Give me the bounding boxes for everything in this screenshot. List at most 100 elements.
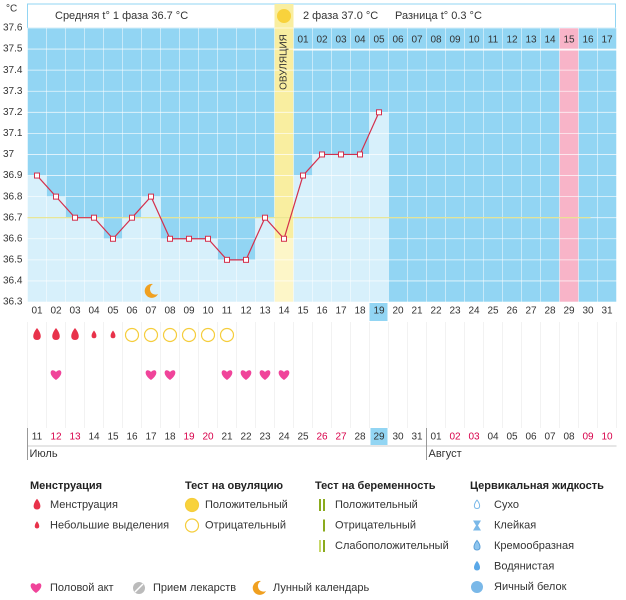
- x-tick-label: 30: [582, 306, 594, 317]
- temperature-fill: [274, 238, 294, 302]
- x-tick-label: 12: [240, 306, 252, 317]
- x-tick-label: 01: [31, 306, 43, 317]
- temperature-point: [376, 109, 382, 116]
- date-label: 08: [563, 432, 575, 443]
- temperature-fill: [350, 154, 370, 302]
- legend-item: Небольшие выделения: [50, 519, 169, 531]
- x-tick-label: 15: [297, 306, 309, 317]
- x-tick-label: 18: [354, 306, 366, 317]
- legend-icon: [471, 581, 483, 593]
- x-tick-label: 20: [392, 306, 404, 317]
- intercourse-mark: [164, 370, 176, 380]
- date-label: 02: [449, 432, 461, 443]
- y-tick-label: 36.6: [3, 233, 23, 244]
- ovulation-test-negative: [162, 327, 178, 343]
- date-label: 28: [354, 432, 366, 443]
- legend-item: Сухо: [494, 499, 519, 511]
- phase2-day-label: 13: [525, 35, 537, 46]
- x-tick-label: 16: [316, 306, 328, 317]
- legend-icon: [323, 540, 325, 552]
- date-label: 09: [582, 432, 594, 443]
- menstruation-mark: [52, 328, 60, 340]
- date-label: 16: [126, 432, 138, 443]
- temperature-point: [224, 256, 230, 263]
- x-tick-label: 10: [202, 306, 214, 317]
- phase2-day-label: 08: [430, 35, 442, 46]
- ovulation-column: [274, 4, 294, 302]
- legend-icon: [319, 499, 321, 511]
- y-tick-label: 36.9: [3, 170, 23, 181]
- legend-icon: [184, 518, 200, 533]
- x-tick-label: 09: [183, 306, 195, 317]
- menstruation-mark: [33, 328, 41, 340]
- x-tick-label: 21: [411, 306, 423, 317]
- legend-item: Отрицательный: [205, 519, 286, 531]
- today-date-box: [370, 428, 388, 445]
- x-tick-label: 04: [88, 306, 100, 317]
- date-label: 20: [202, 432, 214, 443]
- x-tick-label: 24: [468, 306, 480, 317]
- date-label: 07: [544, 432, 556, 443]
- temperature-fill: [160, 238, 180, 302]
- temperature-point: [319, 151, 325, 158]
- header-diff: Разница t° 0.3 °C: [395, 10, 482, 22]
- date-label: 21: [221, 432, 233, 443]
- highlight-column: [559, 28, 579, 302]
- phase2-day-label: 12: [506, 35, 518, 46]
- date-label: 06: [525, 432, 537, 443]
- x-tick-label: 14: [278, 306, 290, 317]
- date-label: 11: [32, 432, 43, 443]
- temperature-point: [262, 214, 268, 221]
- y-tick-label: 37: [3, 149, 15, 160]
- date-label: 15: [107, 432, 119, 443]
- legend-title: Цервикальная жидкость: [470, 480, 604, 492]
- y-tick-label: 37.3: [3, 86, 23, 97]
- legend-item: Клейкая: [494, 519, 536, 531]
- legend-icon: [473, 520, 481, 531]
- legend-icon: [30, 583, 42, 593]
- x-tick-label: 05: [107, 306, 119, 317]
- date-label: 12: [50, 432, 62, 443]
- header-box: [27, 3, 616, 29]
- y-tick-label: 36.7: [3, 212, 23, 223]
- x-tick-label: 19: [373, 306, 385, 317]
- y-tick-label: 37.4: [3, 65, 23, 76]
- date-label: 29: [373, 432, 385, 443]
- x-tick-label: 06: [126, 306, 138, 317]
- month-label: Июль: [30, 448, 58, 460]
- legend-icon: [323, 519, 325, 532]
- temperature-point: [72, 214, 78, 221]
- temperature-fill: [312, 154, 332, 302]
- temperature-point: [148, 193, 154, 200]
- date-label: 23: [259, 432, 271, 443]
- phase2-day-label: 17: [601, 35, 613, 46]
- x-tick-label: 27: [525, 306, 537, 317]
- x-tick-label: 26: [506, 306, 518, 317]
- y-tick-label: 36.5: [3, 254, 23, 265]
- legend-icon: [319, 540, 321, 552]
- phase2-day-label: 09: [449, 35, 461, 46]
- temperature-fill: [369, 112, 389, 302]
- date-label: 27: [335, 432, 347, 443]
- x-tick-label: 07: [145, 306, 157, 317]
- y-unit: °C: [6, 4, 17, 15]
- spotting-mark: [110, 330, 116, 339]
- phase2-day-label: 05: [373, 35, 385, 46]
- intercourse-mark: [50, 370, 62, 380]
- x-tick-label: 02: [50, 306, 62, 317]
- moon-mark: [144, 283, 158, 298]
- intercourse-mark: [145, 370, 157, 380]
- date-label: 14: [88, 432, 100, 443]
- legend-icon: [473, 499, 481, 510]
- x-tick-label: 28: [544, 306, 556, 317]
- x-tick-label: 23: [449, 306, 461, 317]
- ovulation-label: ОВУЛЯЦИЯ: [279, 34, 290, 90]
- y-tick-label: 37.6: [3, 23, 23, 34]
- legend-item: Лунный календарь: [273, 582, 370, 594]
- phase2-day-label: 03: [335, 35, 347, 46]
- temperature-point: [167, 235, 173, 242]
- temperature-point: [300, 172, 306, 179]
- temperature-point: [243, 256, 249, 263]
